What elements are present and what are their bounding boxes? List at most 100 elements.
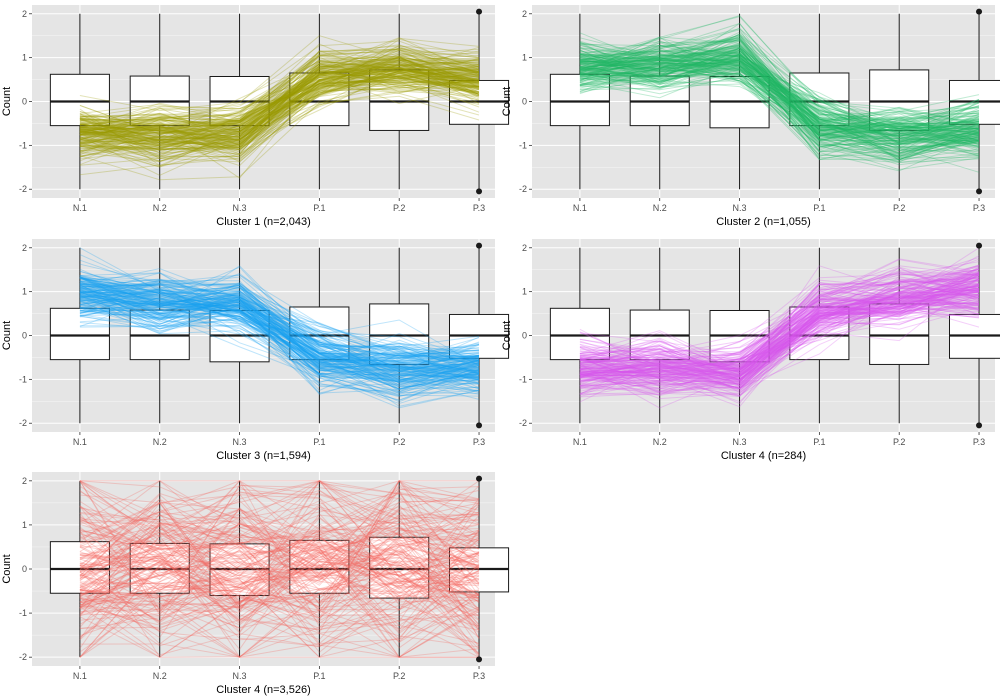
profile-line: [79, 289, 480, 376]
profile-line: [579, 284, 980, 397]
profile-line: [79, 56, 480, 157]
profile-line: [579, 278, 980, 390]
profile-line: [79, 290, 480, 372]
profile-line: [579, 299, 980, 385]
profile-line: [79, 56, 480, 145]
profile-line: [579, 272, 980, 386]
profile-line: [79, 494, 480, 555]
profile-line: [79, 291, 480, 390]
profile-line: [79, 500, 480, 651]
profile-line: [579, 300, 980, 379]
profile-line: [79, 272, 480, 390]
profile-line: [79, 297, 480, 380]
cluster-panel: -2 -1 0 1 2 N.1 N.2 N.3 P.1 P.2 P.3 Cluster 1 (n=2,…: [1, 5, 510, 228]
profile-line: [79, 62, 480, 155]
profile-line: [79, 317, 480, 395]
profile-line: [579, 62, 980, 154]
profile-line: [79, 283, 480, 392]
profile-line: [79, 271, 480, 370]
profile-line: [79, 554, 480, 630]
profile-line: [79, 282, 480, 367]
boxplot-box: [549, 73, 610, 127]
profile-line: [79, 37, 480, 121]
profile-line: [579, 60, 980, 149]
boxplot-layer: [549, 13, 1000, 190]
y-tick-label: 1: [22, 520, 27, 530]
profile-line: [579, 293, 980, 389]
profile-line: [79, 530, 480, 658]
profile-line: [79, 86, 480, 167]
profile-line: [79, 69, 480, 168]
profile-line: [79, 59, 480, 136]
profile-line: [79, 563, 480, 621]
profile-line: [79, 290, 480, 359]
profile-line: [579, 50, 980, 137]
profile-line: [79, 53, 480, 130]
profile-line: [79, 298, 480, 405]
profile-line: [79, 276, 480, 374]
profile-line: [79, 284, 480, 379]
boxplot-layer: [49, 480, 510, 658]
profile-line: [79, 511, 480, 595]
profile-line: [79, 48, 480, 150]
profile-line: [579, 53, 980, 173]
profile-line: [79, 518, 480, 605]
boxplot-outlier: [976, 242, 983, 249]
profile-line: [79, 56, 480, 141]
x-tick-label: P.3: [973, 203, 985, 213]
profile-line: [579, 67, 980, 149]
profile-line: [579, 54, 980, 142]
profile-line: [79, 81, 480, 144]
profile-line: [79, 56, 480, 144]
profile-line: [79, 594, 480, 656]
profile-line: [579, 273, 980, 382]
profile-line: [579, 40, 980, 156]
profile-line: [79, 276, 480, 366]
profile-line: [579, 53, 980, 134]
profile-line: [579, 52, 980, 138]
profile-line: [79, 295, 480, 388]
profile-line: [579, 53, 980, 146]
profile-line: [79, 70, 480, 144]
profile-line: [579, 284, 980, 376]
profile-line: [579, 258, 980, 366]
profile-line: [79, 293, 480, 373]
profile-line: [79, 277, 480, 362]
profile-line: [579, 286, 980, 360]
profile-line: [579, 49, 980, 150]
profile-line: [79, 277, 480, 361]
profile-line: [79, 62, 480, 157]
profile-line: [579, 69, 980, 148]
profile-line: [579, 60, 980, 148]
profile-line: [79, 78, 480, 161]
profile-line: [579, 44, 980, 144]
x-tick-label: P.3: [473, 437, 485, 447]
profile-line: [79, 560, 480, 647]
profile-line: [579, 272, 980, 373]
profile-line: [579, 67, 980, 141]
profile-line: [79, 279, 480, 389]
profile-line: [579, 285, 980, 370]
profile-line: [579, 16, 980, 112]
profile-line: [579, 28, 980, 130]
boxplot-box: [789, 306, 850, 361]
profile-line: [79, 65, 480, 147]
profile-line: [579, 282, 980, 383]
x-tick-label: P.2: [893, 437, 905, 447]
profile-line: [79, 276, 480, 371]
profile-line: [79, 314, 480, 379]
profile-line: [79, 70, 480, 133]
profile-line: [79, 307, 480, 374]
profile-line: [79, 486, 480, 623]
profile-line: [79, 63, 480, 143]
profile-line: [79, 502, 480, 629]
profile-line: [579, 257, 980, 381]
profile-line: [579, 44, 980, 142]
x-tick-label: N.3: [233, 671, 247, 681]
profile-line: [79, 72, 480, 162]
profile-line: [579, 280, 980, 376]
profile-line: [79, 510, 480, 609]
profile-line: [579, 274, 980, 374]
profile-line: [579, 49, 980, 143]
